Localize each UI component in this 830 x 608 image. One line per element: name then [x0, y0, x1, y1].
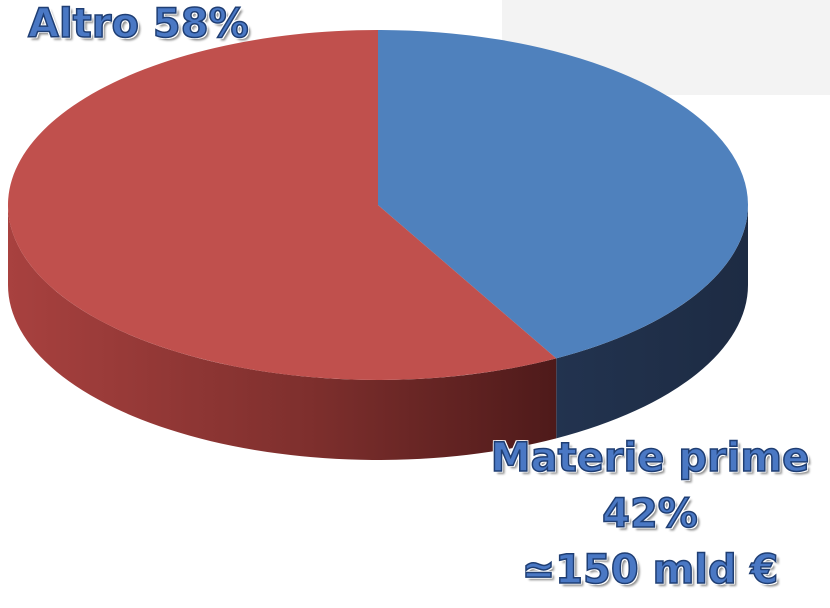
label-altro: Altro 58% — [27, 1, 249, 47]
pie-side-altro — [8, 205, 557, 460]
label-materie-line-3: ≃150 mld € — [521, 546, 779, 594]
label-materie-line-1: Materie prime — [490, 434, 810, 482]
label-materie-prime: Materie prime 42% ≃150 mld € — [470, 430, 830, 598]
pie-slice-materie-prime — [378, 30, 748, 359]
pie-slice-altro — [7, 30, 557, 380]
pie-side-materie-prime — [556, 205, 748, 439]
label-materie-line-2: 42% — [601, 490, 698, 538]
